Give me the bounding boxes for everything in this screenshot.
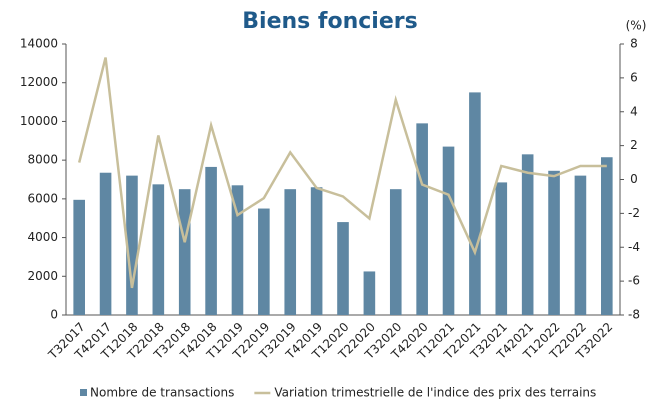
y-tick-label: 2000 xyxy=(27,269,58,283)
bar xyxy=(258,208,270,315)
bar xyxy=(284,189,297,315)
y-tick-label: 8000 xyxy=(27,153,58,167)
bar xyxy=(548,170,560,315)
y2-tick-label: 0 xyxy=(630,172,638,186)
y2-tick-label: -4 xyxy=(628,240,640,254)
bar xyxy=(495,182,508,315)
bar xyxy=(469,92,481,316)
chart-title: Biens fonciers xyxy=(242,9,417,34)
bar xyxy=(416,123,428,315)
bar xyxy=(152,184,165,315)
y2-tick-label: 6 xyxy=(630,70,638,84)
y-tick-label: 10000 xyxy=(20,114,58,128)
bar xyxy=(126,175,138,315)
bar xyxy=(205,166,217,315)
y2-tick-label: -6 xyxy=(628,274,640,288)
y2-tick-label: -2 xyxy=(628,206,640,220)
bar xyxy=(601,157,613,315)
y2-axis-label: (%) xyxy=(626,19,647,33)
bar xyxy=(99,172,112,315)
bar xyxy=(389,189,402,315)
bar xyxy=(442,146,455,315)
y-tick-label: 6000 xyxy=(27,191,58,205)
legend-label: Variation trimestrielle de l'indice des … xyxy=(274,386,596,400)
y-tick-label: 0 xyxy=(50,308,58,322)
y2-tick-label: 2 xyxy=(630,138,638,152)
legend-swatch xyxy=(80,389,87,396)
line xyxy=(77,57,607,289)
bar xyxy=(73,199,85,315)
y2-tick-label: 8 xyxy=(630,37,638,51)
bar xyxy=(521,154,534,315)
bar xyxy=(231,185,244,315)
bar xyxy=(363,271,376,315)
y-tick-label: 12000 xyxy=(20,75,58,89)
y-tick-label: 14000 xyxy=(20,37,58,51)
legend-label: Nombre de transactions xyxy=(90,386,234,400)
bar xyxy=(310,187,323,315)
y2-tick-label: -8 xyxy=(628,308,640,322)
y-tick-label: 4000 xyxy=(27,230,58,244)
y2-tick-label: 4 xyxy=(630,104,638,118)
bar xyxy=(337,222,349,315)
bar xyxy=(178,189,191,315)
bar xyxy=(574,175,587,315)
